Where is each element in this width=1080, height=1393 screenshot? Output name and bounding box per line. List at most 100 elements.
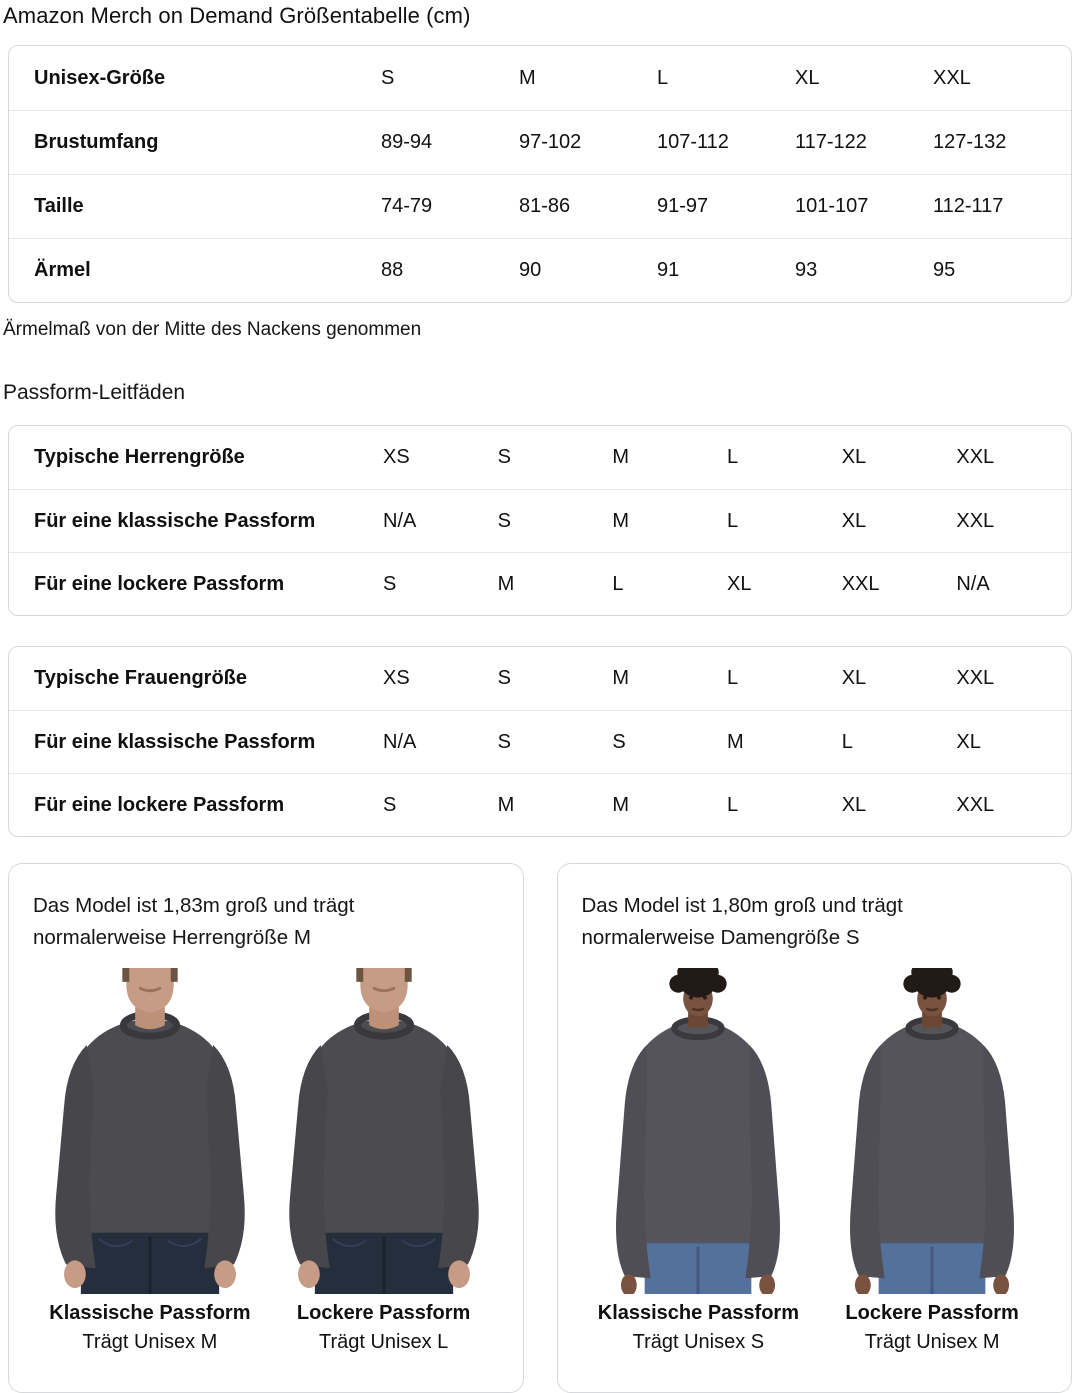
row-label: Für eine klassische Passform [34, 730, 316, 753]
table-row: Typische Herrengröße XS S M L XL XXL [9, 426, 1071, 489]
table-cell: XXL [956, 446, 995, 468]
row-label: Für eine lockere Passform [34, 572, 285, 595]
male-model-card: Das Model ist 1,83m groß und trägt norma… [8, 863, 524, 1393]
fit-name: Klassische Passform [49, 1302, 251, 1324]
table-cell: M [497, 793, 515, 816]
table-row: Für eine klassische Passform N/A S M L X… [9, 489, 1071, 552]
table-cell: 95 [933, 259, 956, 281]
table-cell: 112-117 [933, 195, 1004, 217]
fit-size: Trägt Unisex L [318, 1331, 449, 1353]
model-cards-row: Das Model ist 1,83m groß und trägt norma… [8, 863, 1072, 1393]
table-row: Taille 74-79 81-86 91-97 101-107 112-117 [9, 174, 1071, 238]
fit-size: Trägt Unisex S [632, 1331, 765, 1353]
table-cell: S [497, 667, 512, 689]
table-cell: 91-97 [657, 195, 709, 217]
table-cell: 74-79 [381, 195, 433, 217]
female-model-loose-fit-photo [821, 968, 1043, 1294]
figure-classic-fit: Klassische Passform Trägt Unisex M [33, 968, 267, 1354]
model-description: Das Model ist 1,80m groß und trägt norma… [581, 894, 903, 949]
table-cell: XL [795, 66, 820, 89]
female-model-card: Das Model ist 1,80m groß und trägt norma… [556, 863, 1072, 1393]
table-cell: L [841, 730, 853, 753]
row-label: Für eine lockere Passform [34, 793, 285, 816]
table-cell: M [727, 730, 744, 753]
table-cell: M [497, 572, 515, 595]
figure-loose-fit: Lockere Passform Trägt Unisex L [267, 968, 501, 1354]
mens-fit-table: Typische Herrengröße XS S M L XL XXL Für… [8, 425, 1072, 616]
table-cell: M [612, 793, 630, 816]
table-cell: 81-86 [519, 195, 571, 217]
figures-row: Klassische Passform Trägt Unisex S Locke… [582, 968, 1050, 1354]
row-label: Typische Frauengröße [34, 667, 248, 689]
table-cell: XXL [956, 509, 995, 532]
table-cell: L [727, 667, 739, 689]
table-cell: 107-112 [657, 131, 729, 153]
table-cell: N/A [956, 572, 990, 595]
table-cell: XXL [933, 66, 971, 89]
male-model-classic-fit-photo [39, 968, 261, 1294]
table-cell: 97-102 [519, 131, 582, 153]
table-cell: XL [841, 446, 867, 468]
table-cell: 88 [381, 259, 404, 281]
table-cell: XL [841, 509, 867, 532]
table-cell: M [612, 509, 630, 532]
sleeve-measurement-note: Ärmelmaß von der Mitte des Nackens genom… [3, 319, 422, 340]
figure-classic-fit: Klassische Passform Trägt Unisex S [582, 968, 816, 1354]
table-cell: L [727, 509, 739, 532]
table-cell: L [612, 572, 624, 595]
fit-guides-heading: Passform-Leitfäden [3, 381, 186, 404]
table-cell: S [383, 572, 397, 595]
table-cell: L [727, 446, 739, 468]
row-label: Für eine klassische Passform [34, 509, 316, 532]
table-row: Für eine klassische Passform N/A S S M L… [9, 710, 1071, 773]
figures-row: Klassische Passform Trägt Unisex M Locke… [33, 968, 501, 1354]
row-label: Taille [34, 195, 84, 217]
table-cell: 101-107 [795, 195, 869, 217]
table-cell: XL [956, 730, 981, 753]
page-title: Amazon Merch on Demand Größentabelle (cm… [3, 3, 471, 28]
table-cell: N/A [383, 730, 417, 753]
table-cell: M [519, 66, 536, 89]
table-row: Für eine lockere Passform S M M L XL XXL [9, 773, 1071, 836]
table-cell: 117-122 [795, 131, 867, 153]
table-row: Unisex-Größe S M L XL XXL [9, 46, 1071, 110]
table-row: Ärmel 88 90 91 93 95 [9, 238, 1071, 302]
fit-name: Klassische Passform [597, 1302, 799, 1324]
table-cell: XXL [956, 667, 995, 689]
table-cell: L [657, 66, 669, 89]
table-cell: XS [383, 667, 410, 689]
table-cell: 90 [519, 259, 542, 281]
row-label: Brustumfang [34, 131, 159, 153]
table-cell: S [497, 730, 512, 753]
row-label: Unisex-Größe [34, 66, 166, 89]
table-row: Brustumfang 89-94 97-102 107-112 117-122… [9, 110, 1071, 174]
male-model-loose-fit-photo [273, 968, 495, 1294]
female-model-classic-fit-photo [587, 968, 809, 1294]
fit-size: Trägt Unisex M [864, 1331, 1000, 1353]
fit-name: Lockere Passform [296, 1302, 471, 1324]
table-row: Für eine lockere Passform S M L XL XXL N… [9, 552, 1071, 615]
table-cell: S [381, 66, 395, 89]
table-cell: XXL [956, 793, 995, 816]
row-label: Typische Herrengröße [34, 446, 245, 468]
table-cell: 127-132 [933, 131, 1007, 153]
table-cell: XS [383, 446, 410, 468]
fit-size: Trägt Unisex M [82, 1331, 218, 1353]
table-cell: N/A [383, 509, 417, 532]
row-label: Ärmel [34, 259, 91, 281]
table-cell: XL [841, 667, 867, 689]
table-cell: L [727, 793, 739, 816]
table-cell: S [497, 509, 512, 532]
table-cell: S [612, 730, 626, 753]
table-cell: S [497, 446, 512, 468]
table-row: Typische Frauengröße XS S M L XL XXL [9, 647, 1071, 710]
figure-loose-fit: Lockere Passform Trägt Unisex M [815, 968, 1049, 1354]
table-cell: S [383, 793, 397, 816]
womens-fit-table: Typische Frauengröße XS S M L XL XXL Für… [8, 646, 1072, 837]
table-cell: M [612, 446, 630, 468]
table-cell: 93 [795, 259, 818, 281]
fit-name: Lockere Passform [845, 1302, 1019, 1324]
table-cell: XL [727, 572, 752, 595]
table-cell: 89-94 [381, 131, 433, 153]
table-cell: XL [841, 793, 867, 816]
